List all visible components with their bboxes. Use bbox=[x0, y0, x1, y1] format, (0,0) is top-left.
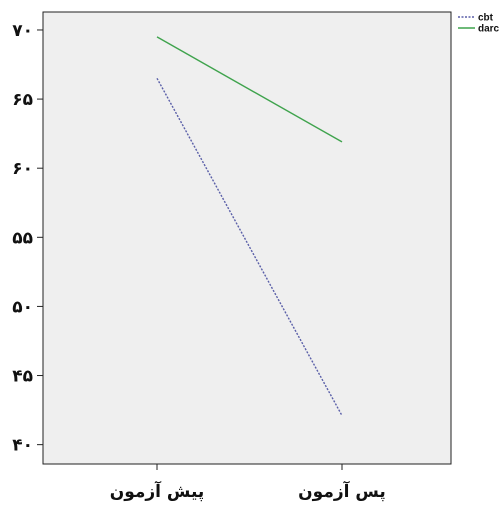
y-tick-label: ۵۵ bbox=[12, 228, 33, 248]
y-tick-label: ۶۰ bbox=[12, 159, 33, 179]
series-line-cbt bbox=[156, 77, 343, 416]
x-axis: پیش آزمون پس آزمون bbox=[110, 464, 386, 502]
legend-label-darc: darc bbox=[478, 24, 500, 35]
series-lines bbox=[156, 36, 343, 416]
x-tick-label: پس آزمون bbox=[298, 480, 386, 502]
y-axis: ۴۰ ۴۵ ۵۰ ۵۵ ۶۰ ۶۵ ۷۰ bbox=[12, 21, 43, 456]
y-tick-label: ۴۵ bbox=[12, 367, 33, 387]
y-tick-label: ۶۵ bbox=[12, 90, 33, 110]
legend-label-cbt: cbt bbox=[478, 13, 494, 24]
y-tick-label: ۵۰ bbox=[12, 297, 33, 317]
y-tick-label: ۷۰ bbox=[12, 21, 33, 41]
series-line-darc bbox=[156, 36, 343, 143]
x-tick-label: پیش آزمون bbox=[110, 480, 205, 502]
plot-area bbox=[42, 11, 452, 465]
y-tick-label: ۴۰ bbox=[12, 436, 33, 456]
